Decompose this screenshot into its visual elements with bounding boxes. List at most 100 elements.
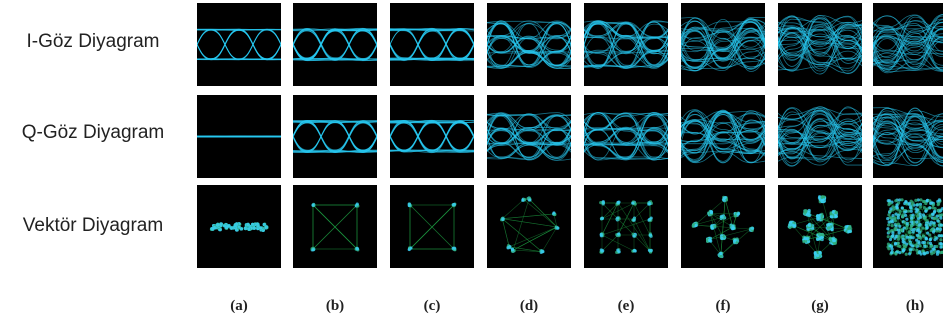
symbol xyxy=(916,203,919,206)
symbol xyxy=(890,247,893,250)
symbol xyxy=(926,251,929,254)
symbol xyxy=(891,224,894,227)
symbol xyxy=(804,237,807,240)
symbol xyxy=(616,201,619,204)
symbol xyxy=(936,215,939,218)
panel xyxy=(778,185,862,268)
symbol xyxy=(914,207,917,210)
symbol xyxy=(916,215,919,218)
symbol xyxy=(931,206,934,209)
symbol xyxy=(816,238,819,241)
symbol xyxy=(213,226,216,229)
symbol xyxy=(897,235,900,238)
column-label: (d) xyxy=(487,298,571,315)
panel xyxy=(390,185,474,268)
symbol xyxy=(827,226,830,229)
panel-bg xyxy=(390,95,474,178)
symbol xyxy=(502,217,505,220)
symbol xyxy=(251,223,254,226)
symbol xyxy=(723,196,726,199)
symbol xyxy=(939,209,942,212)
symbol xyxy=(219,224,222,227)
symbol xyxy=(648,218,651,221)
symbol xyxy=(893,216,896,219)
panel xyxy=(279,3,391,86)
symbol xyxy=(802,240,805,243)
panel xyxy=(584,185,668,268)
symbol xyxy=(311,204,314,207)
symbol xyxy=(933,217,936,220)
figure: I-Göz Diyagram Q-Göz Diyagram Vektör Diy… xyxy=(0,0,943,329)
symbol xyxy=(923,245,926,248)
column-label: (a) xyxy=(197,298,281,315)
symbol xyxy=(914,199,917,202)
panel xyxy=(859,95,943,178)
symbol xyxy=(906,222,909,225)
symbol xyxy=(939,228,942,231)
symbol xyxy=(897,214,900,217)
symbol xyxy=(919,213,922,216)
panel-bg xyxy=(293,185,377,268)
symbol xyxy=(897,229,900,232)
symbol xyxy=(930,221,933,224)
symbol xyxy=(889,238,892,241)
symbol xyxy=(247,227,250,230)
symbol xyxy=(923,241,926,244)
symbol xyxy=(886,217,889,220)
symbol xyxy=(898,231,901,234)
symbol xyxy=(887,213,890,216)
symbol xyxy=(932,247,935,250)
symbol xyxy=(889,207,892,210)
symbol xyxy=(929,238,932,241)
symbol xyxy=(936,219,939,222)
symbol xyxy=(832,239,835,242)
panel-bg xyxy=(681,95,765,178)
symbol xyxy=(887,235,890,238)
symbol xyxy=(910,220,913,223)
symbol xyxy=(935,245,938,248)
panel xyxy=(376,3,488,86)
symbol xyxy=(936,253,939,256)
panel-bg xyxy=(584,95,668,178)
symbol xyxy=(918,223,921,226)
symbol xyxy=(818,233,821,236)
symbol xyxy=(556,227,559,230)
symbol xyxy=(910,210,913,213)
symbol xyxy=(929,242,932,245)
symbol xyxy=(905,218,908,221)
symbol xyxy=(901,206,904,209)
symbol xyxy=(894,199,897,202)
symbol xyxy=(887,247,890,250)
panel xyxy=(473,95,585,178)
symbol xyxy=(708,239,711,242)
symbol xyxy=(910,217,913,220)
column-label: (h) xyxy=(873,298,943,315)
symbol xyxy=(820,236,823,239)
panel xyxy=(873,185,943,268)
symbol xyxy=(933,221,936,224)
symbol xyxy=(355,247,358,250)
symbol xyxy=(897,241,900,244)
panel xyxy=(667,95,779,178)
symbol xyxy=(894,252,897,255)
symbol xyxy=(919,216,922,219)
symbol xyxy=(928,233,931,236)
symbol xyxy=(540,249,543,252)
panel xyxy=(487,185,571,268)
symbol xyxy=(223,224,226,227)
symbol xyxy=(890,251,893,254)
symbol xyxy=(820,200,823,203)
symbol xyxy=(916,234,919,237)
symbol xyxy=(924,210,927,213)
symbol xyxy=(893,237,896,240)
symbol xyxy=(820,196,823,199)
symbol xyxy=(898,251,901,254)
symbol xyxy=(923,252,926,255)
symbol xyxy=(259,226,262,229)
symbol xyxy=(600,249,603,252)
panel xyxy=(183,95,295,178)
symbol xyxy=(915,220,918,223)
symbol xyxy=(909,206,912,209)
symbol xyxy=(908,252,911,255)
symbol xyxy=(908,202,911,205)
